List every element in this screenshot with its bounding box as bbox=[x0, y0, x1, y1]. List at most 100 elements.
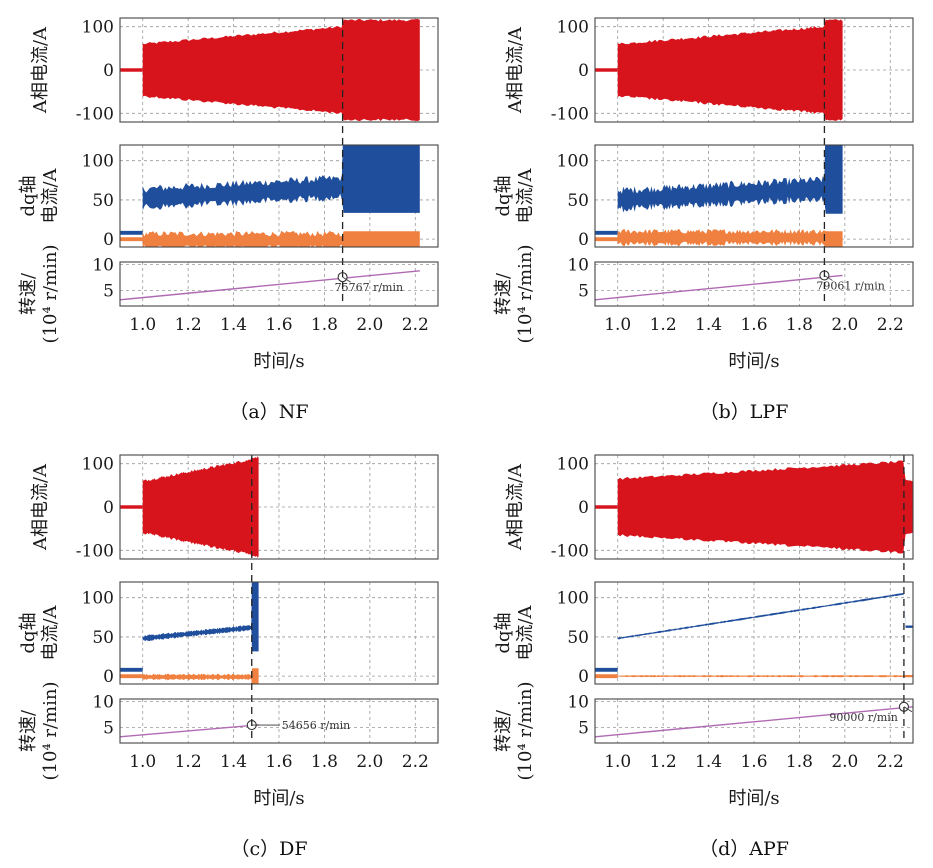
phase-current-envelope bbox=[617, 19, 843, 121]
phase-current-idle bbox=[120, 505, 143, 509]
dq-current-ytick-label: 100 bbox=[557, 589, 589, 609]
dq-current-ytick-label: 50 bbox=[92, 191, 114, 211]
x-tick-label: 1.4 bbox=[695, 752, 722, 772]
phase-current-ytick-label: -100 bbox=[76, 104, 114, 124]
speed-ytick-label: 5 bbox=[578, 281, 589, 301]
phase-current-series bbox=[595, 460, 913, 554]
x-tick-label: 2.0 bbox=[356, 315, 383, 335]
dq-current-ytick-label: 100 bbox=[557, 152, 589, 172]
speed-annotation-leader bbox=[824, 275, 833, 281]
dq-current-ytick-label: 50 bbox=[567, 628, 589, 648]
panel-d: 100 0 -100 100 50 0 10 5 90000 r/min 1.0 1.2 1.4 1.6… bbox=[493, 454, 914, 860]
panel-a: 100 0 -100 100 50 0 10 5 75767 r/min 1.0 1.2 1.4 1.6… bbox=[18, 17, 439, 423]
speed-ytick-label: 5 bbox=[103, 718, 114, 738]
speed-ytick-label: 10 bbox=[567, 256, 589, 276]
axes-frame bbox=[594, 17, 914, 123]
phase-current-ytick-label: -100 bbox=[76, 541, 114, 561]
phase-current-ytick-label: 0 bbox=[578, 498, 589, 518]
x-tick-label: 1.2 bbox=[175, 315, 202, 335]
x-tick-label: 1.2 bbox=[650, 752, 677, 772]
dq-current-series bbox=[120, 582, 259, 684]
speed-series bbox=[595, 706, 913, 738]
dq-current-ytick-label: 0 bbox=[103, 667, 114, 687]
phase-current-ytick-label: 0 bbox=[103, 61, 114, 81]
x-tick-label: 1.6 bbox=[265, 315, 292, 335]
dq-current-ytick-label: 100 bbox=[82, 152, 114, 172]
x-tick-label: 1.8 bbox=[311, 315, 338, 335]
d-axis-current-band bbox=[595, 674, 913, 679]
x-tick-label: 1.0 bbox=[129, 315, 156, 335]
panel-b: 100 0 -100 100 50 0 10 5 79061 r/min 1.0 1.2 1.4 1.6… bbox=[493, 17, 914, 423]
phase-current-ylabel: A相电流/A bbox=[505, 463, 526, 551]
phase-current-envelope bbox=[142, 456, 259, 558]
phase-current-series bbox=[595, 19, 843, 121]
panel-caption: （a）NF bbox=[229, 401, 308, 423]
panel-caption: （d）APF bbox=[699, 838, 789, 860]
phase-current-envelope bbox=[617, 460, 913, 554]
dq-current-ylabel-line1: dq轴 bbox=[493, 612, 514, 653]
x-tick-label: 1.4 bbox=[220, 752, 247, 772]
dq-current-series bbox=[595, 593, 913, 679]
phase-current-idle bbox=[595, 505, 618, 509]
dq-current-ylabel-line1: dq轴 bbox=[18, 175, 39, 216]
speed-series bbox=[120, 724, 259, 738]
speed-ytick-label: 10 bbox=[92, 256, 114, 276]
x-axis-label: 时间/s bbox=[728, 788, 779, 809]
speed-annotation: 90000 r/min bbox=[829, 711, 898, 724]
phase-current-ytick-label: 100 bbox=[82, 18, 114, 38]
x-tick-label: 1.4 bbox=[695, 315, 722, 335]
speed-ytick-label: 10 bbox=[92, 693, 114, 713]
q-axis-current-band bbox=[595, 145, 843, 235]
phase-current-ytick-label: -100 bbox=[551, 104, 589, 124]
axes-frame bbox=[594, 261, 914, 307]
axes-frame bbox=[594, 581, 914, 685]
axes-frame bbox=[594, 144, 914, 248]
phase-current-ylabel: A相电流/A bbox=[30, 463, 51, 551]
speed-ylabel-line1: 转速/ bbox=[18, 709, 39, 752]
x-tick-label: 2.2 bbox=[877, 752, 904, 772]
x-tick-label: 1.6 bbox=[740, 315, 767, 335]
x-tick-label: 2.0 bbox=[831, 315, 858, 335]
speed-ylabel-line1: 转速/ bbox=[493, 709, 514, 752]
dq-current-ylabel-line2: 电流/A bbox=[40, 604, 61, 660]
speed-annotation-leader bbox=[342, 276, 351, 283]
dq-current-ylabel-line2: 电流/A bbox=[515, 604, 536, 660]
phase-current-idle bbox=[595, 68, 618, 72]
panel-caption: （b）LPF bbox=[700, 401, 789, 423]
speed-ylabel-line2: (10⁴ r/min) bbox=[515, 245, 536, 344]
dq-current-ylabel-line1: dq轴 bbox=[18, 612, 39, 653]
speed-annotation: 79061 r/min bbox=[816, 279, 885, 292]
speed-ytick-label: 5 bbox=[103, 281, 114, 301]
speed-ylabel-line2: (10⁴ r/min) bbox=[40, 682, 61, 781]
speed-annotation: 75767 r/min bbox=[335, 281, 404, 294]
d-axis-current-band bbox=[595, 228, 843, 247]
axes-frame bbox=[119, 454, 439, 560]
phase-current-ytick-label: 0 bbox=[103, 498, 114, 518]
dq-current-ytick-label: 50 bbox=[92, 628, 114, 648]
q-axis-current-band bbox=[595, 593, 913, 672]
x-tick-label: 1.8 bbox=[786, 315, 813, 335]
speed-ylabel-line2: (10⁴ r/min) bbox=[515, 682, 536, 781]
phase-current-series bbox=[120, 456, 259, 558]
x-axis-label: 时间/s bbox=[253, 351, 304, 372]
phase-current-ytick-label: 100 bbox=[557, 455, 589, 475]
x-tick-label: 1.6 bbox=[740, 752, 767, 772]
axes-frame bbox=[119, 17, 439, 123]
x-tick-label: 1.2 bbox=[650, 315, 677, 335]
speed-annotation-leader bbox=[903, 706, 913, 713]
x-tick-label: 1.4 bbox=[220, 315, 247, 335]
phase-current-ytick-label: 0 bbox=[578, 61, 589, 81]
phase-current-ytick-label: 100 bbox=[557, 18, 589, 38]
x-tick-label: 2.2 bbox=[877, 315, 904, 335]
dq-current-series bbox=[595, 145, 843, 247]
dq-current-ylabel-line2: 电流/A bbox=[515, 167, 536, 223]
x-axis-label: 时间/s bbox=[253, 788, 304, 809]
x-tick-label: 1.8 bbox=[786, 752, 813, 772]
phase-current-ytick-label: -100 bbox=[551, 541, 589, 561]
dq-current-ytick-label: 0 bbox=[578, 667, 589, 687]
panel-c: 100 0 -100 100 50 0 10 5 54656 r/min 1.0 1.2 1.4 1.6… bbox=[18, 454, 439, 860]
speed-ylabel-line1: 转速/ bbox=[493, 272, 514, 315]
speed-line bbox=[595, 706, 913, 738]
x-axis-label: 时间/s bbox=[728, 351, 779, 372]
